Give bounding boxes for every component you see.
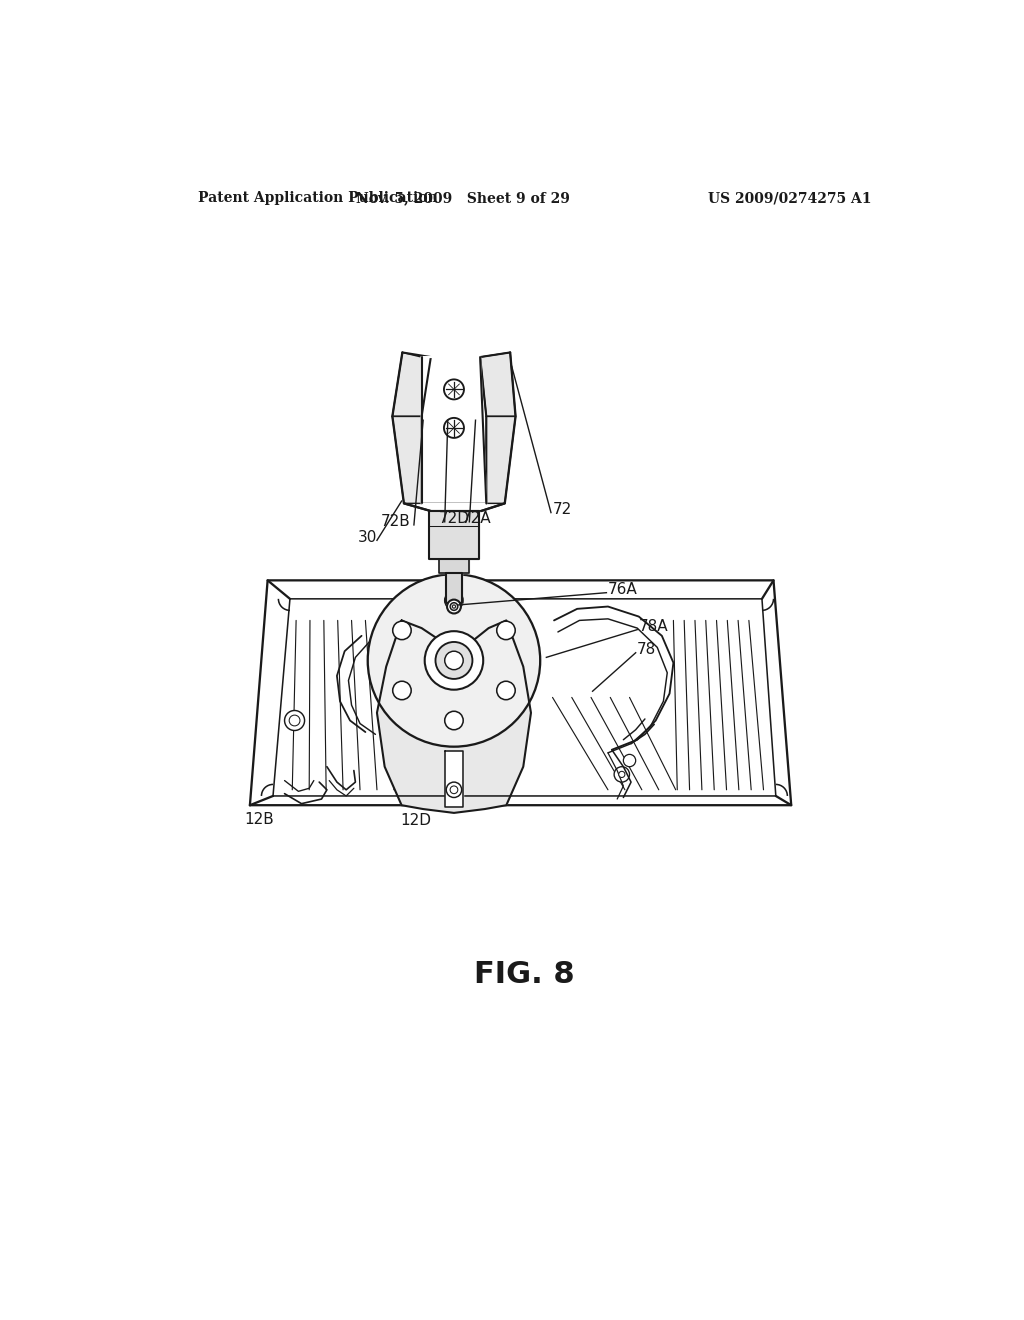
Polygon shape: [438, 558, 469, 573]
Circle shape: [393, 681, 412, 700]
Circle shape: [447, 599, 461, 614]
Circle shape: [435, 642, 472, 678]
Text: 78: 78: [637, 642, 656, 657]
Text: 76A: 76A: [608, 582, 638, 597]
Circle shape: [444, 591, 463, 610]
Text: 72A: 72A: [462, 511, 492, 527]
Polygon shape: [444, 751, 463, 807]
Text: Nov. 5, 2009   Sheet 9 of 29: Nov. 5, 2009 Sheet 9 of 29: [356, 191, 570, 206]
Circle shape: [444, 651, 463, 669]
Text: 12B: 12B: [245, 812, 274, 826]
Circle shape: [624, 755, 636, 767]
Polygon shape: [422, 358, 486, 503]
Text: 78A: 78A: [639, 619, 669, 634]
Polygon shape: [486, 416, 515, 503]
Circle shape: [451, 785, 458, 793]
Circle shape: [497, 622, 515, 640]
Circle shape: [444, 379, 464, 400]
Text: 30: 30: [357, 529, 377, 545]
Polygon shape: [392, 416, 422, 503]
Text: FIG. 8: FIG. 8: [474, 960, 575, 989]
Circle shape: [444, 418, 464, 438]
Text: 72B: 72B: [381, 515, 411, 529]
Polygon shape: [446, 573, 462, 603]
Circle shape: [451, 603, 458, 610]
Circle shape: [425, 631, 483, 689]
Circle shape: [453, 605, 456, 609]
Text: 12D: 12D: [400, 813, 431, 828]
Text: US 2009/0274275 A1: US 2009/0274275 A1: [708, 191, 871, 206]
Text: 72D: 72D: [438, 511, 470, 527]
Polygon shape: [377, 620, 531, 813]
Circle shape: [289, 715, 300, 726]
Text: 72: 72: [553, 502, 571, 517]
Text: Patent Application Publication: Patent Application Publication: [199, 191, 438, 206]
Circle shape: [614, 767, 630, 781]
Polygon shape: [480, 352, 515, 416]
Circle shape: [285, 710, 304, 730]
Circle shape: [444, 711, 463, 730]
Polygon shape: [250, 581, 792, 805]
Circle shape: [393, 622, 412, 640]
Circle shape: [446, 781, 462, 797]
Circle shape: [368, 574, 541, 747]
Circle shape: [497, 681, 515, 700]
Polygon shape: [392, 352, 422, 416]
Polygon shape: [429, 511, 478, 558]
Circle shape: [618, 771, 625, 777]
